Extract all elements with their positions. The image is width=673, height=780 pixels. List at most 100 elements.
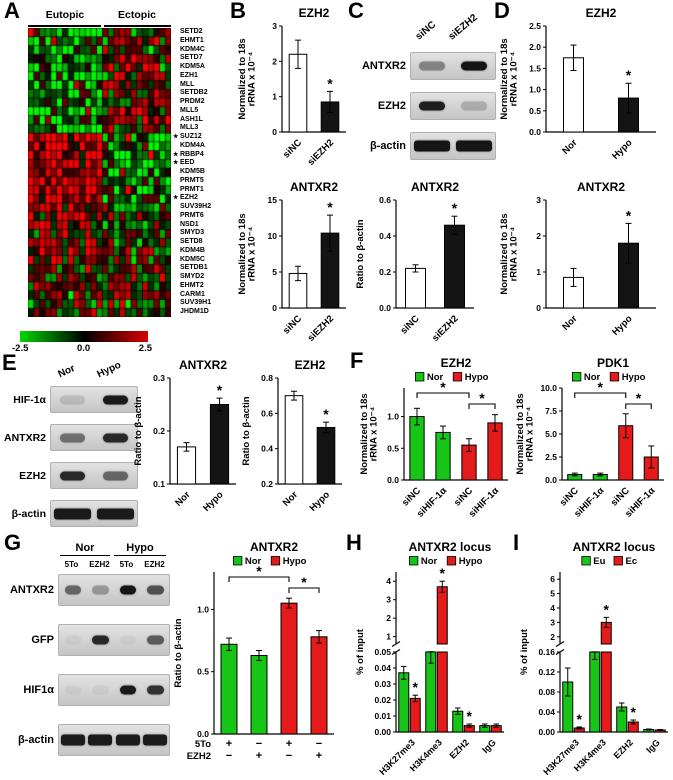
bar <box>280 602 298 735</box>
legend-swatch <box>446 556 457 566</box>
gene-name: SMYD3 <box>180 229 205 237</box>
blot-group-label-hypo: Hypo <box>114 542 166 556</box>
x-tick-label: Nor <box>560 313 580 333</box>
gene-name: KDM4B <box>180 246 205 254</box>
y-tick-label: 0.5 <box>197 667 209 677</box>
blot-row-label: β-actin <box>17 734 54 746</box>
bar <box>409 697 421 733</box>
gene-name: KDM5A <box>180 63 205 70</box>
blot-lane-label: Hypo <box>95 359 123 381</box>
chart-title: EZH2 <box>586 6 617 20</box>
blot-lane-label: 5To <box>119 560 134 569</box>
blot-row: ANTXR2 <box>2 574 170 606</box>
y-axis-label: rRNA x 10⁻⁴ <box>509 51 520 106</box>
x-tick-label: siEZH2 <box>306 313 337 344</box>
y-axis-label: Normalized to 18s <box>516 393 526 474</box>
blot-band <box>143 734 168 746</box>
blot-strip <box>58 624 170 656</box>
blot-row: EZH2 <box>2 462 138 489</box>
y-tick-label: 0.03 <box>374 679 391 689</box>
gene-name: PRMT1 <box>180 185 204 193</box>
blot-row-label: EZH2 <box>19 469 46 482</box>
blot-band <box>59 471 86 480</box>
y-tick-label: 0.1 <box>153 479 165 489</box>
blot-strip <box>410 92 496 120</box>
y-axis-label: Ratio to β-actin <box>356 219 366 288</box>
bar <box>316 426 336 485</box>
y-tick-label: 0.12 <box>538 667 555 677</box>
gene-label: SETD8 <box>173 238 235 247</box>
bar <box>405 267 426 309</box>
blot-row: β-actin <box>352 132 496 160</box>
gene-name: ASH1L <box>180 115 203 123</box>
gene-name: SETD8 <box>180 238 203 245</box>
gene-label: EHMT2 <box>173 282 235 291</box>
blot-lane-label: Nor <box>56 362 77 381</box>
gene-name: SETDB1 <box>180 264 208 272</box>
x-matrix-value: − <box>316 738 322 750</box>
blot-band <box>59 433 86 442</box>
y-axis-label: rRNA x 10⁻⁴ <box>369 406 380 461</box>
y-tick-label: 0.4 <box>261 444 273 454</box>
blot-panel-c: ANTXR2 EZH2 β-actin <box>352 52 496 172</box>
y-tick-label: 5 <box>272 267 277 277</box>
y-tick-label: 1.0 <box>197 604 209 614</box>
blot-band <box>64 685 81 695</box>
blot-row-label: β-actin <box>11 507 46 520</box>
axis-break-mark <box>555 649 565 655</box>
gene-label: KDM4A <box>173 142 235 151</box>
blot-strip <box>410 132 496 160</box>
y-tick-label: 2.0 <box>529 42 541 52</box>
y-tick-label: 1 <box>386 632 391 642</box>
y-tick-label: 0.2 <box>261 479 273 489</box>
legend-label: Hypo <box>465 372 489 383</box>
gene-name: SETD2 <box>180 28 203 35</box>
y-tick-label: 7.5 <box>545 406 557 416</box>
y-axis-label: rRNA x 10⁻⁴ <box>525 406 536 461</box>
y-tick-label: 0.0 <box>529 127 541 137</box>
gene-name: MLL3 <box>180 124 199 132</box>
blot-lane-label: siNC <box>413 19 439 43</box>
gene-name: RBBP4 <box>180 150 204 158</box>
gene-name: SUV39H1 <box>180 299 212 307</box>
chart-g-antxr2: ANTXR2 Nor Hypo 0.0 0.5 1.0 Ratio to β-actin * *… <box>174 540 334 762</box>
significance-star: * <box>626 67 632 83</box>
y-tick-label: 10.0 <box>540 383 557 393</box>
y-axis-label: Ratio to β-actin <box>134 396 144 465</box>
gene-label: MLL <box>173 81 235 90</box>
sig-bracket <box>468 403 496 409</box>
y-tick-label: 2.5 <box>529 21 541 31</box>
blot-band <box>64 635 81 645</box>
gene-label: ASH1L <box>173 116 235 125</box>
chart-title: ANTXR2 <box>290 180 338 194</box>
y-tick-label: 2 <box>386 613 391 623</box>
blot-strip <box>58 574 170 606</box>
x-tick-label: Nor <box>173 489 193 509</box>
y-tick-label: 0.2 <box>153 426 165 436</box>
significance-star: * <box>598 379 604 395</box>
blot-strip <box>50 424 138 451</box>
legend-swatch <box>409 556 419 566</box>
y-tick-label: 0.04 <box>374 663 391 673</box>
significance-star: * <box>327 75 333 91</box>
y-tick-label: 0.00 <box>374 727 391 737</box>
gene-star-icon: ★ <box>173 195 179 202</box>
panel-a-letter: A <box>4 0 20 23</box>
blot-group-label-nor: Nor <box>60 542 110 556</box>
y-tick-label: 2 <box>550 632 555 642</box>
x-matrix-value: + <box>316 750 322 762</box>
gene-star-icon: ★ <box>173 151 179 158</box>
significance-star: * <box>636 390 642 406</box>
gene-label: KDM5A <box>173 63 235 72</box>
blot-band <box>461 101 487 111</box>
y-tick-label: 4 <box>386 576 391 586</box>
blot-band <box>461 61 487 71</box>
gene-name: SETDB2 <box>180 89 208 97</box>
y-tick-label: 0.04 <box>538 707 555 717</box>
gene-label: CARM1 <box>173 291 235 300</box>
legend-swatch <box>613 556 623 566</box>
blot-lane-label: EZH2 <box>89 560 110 569</box>
panel-b-letter: B <box>230 0 246 23</box>
